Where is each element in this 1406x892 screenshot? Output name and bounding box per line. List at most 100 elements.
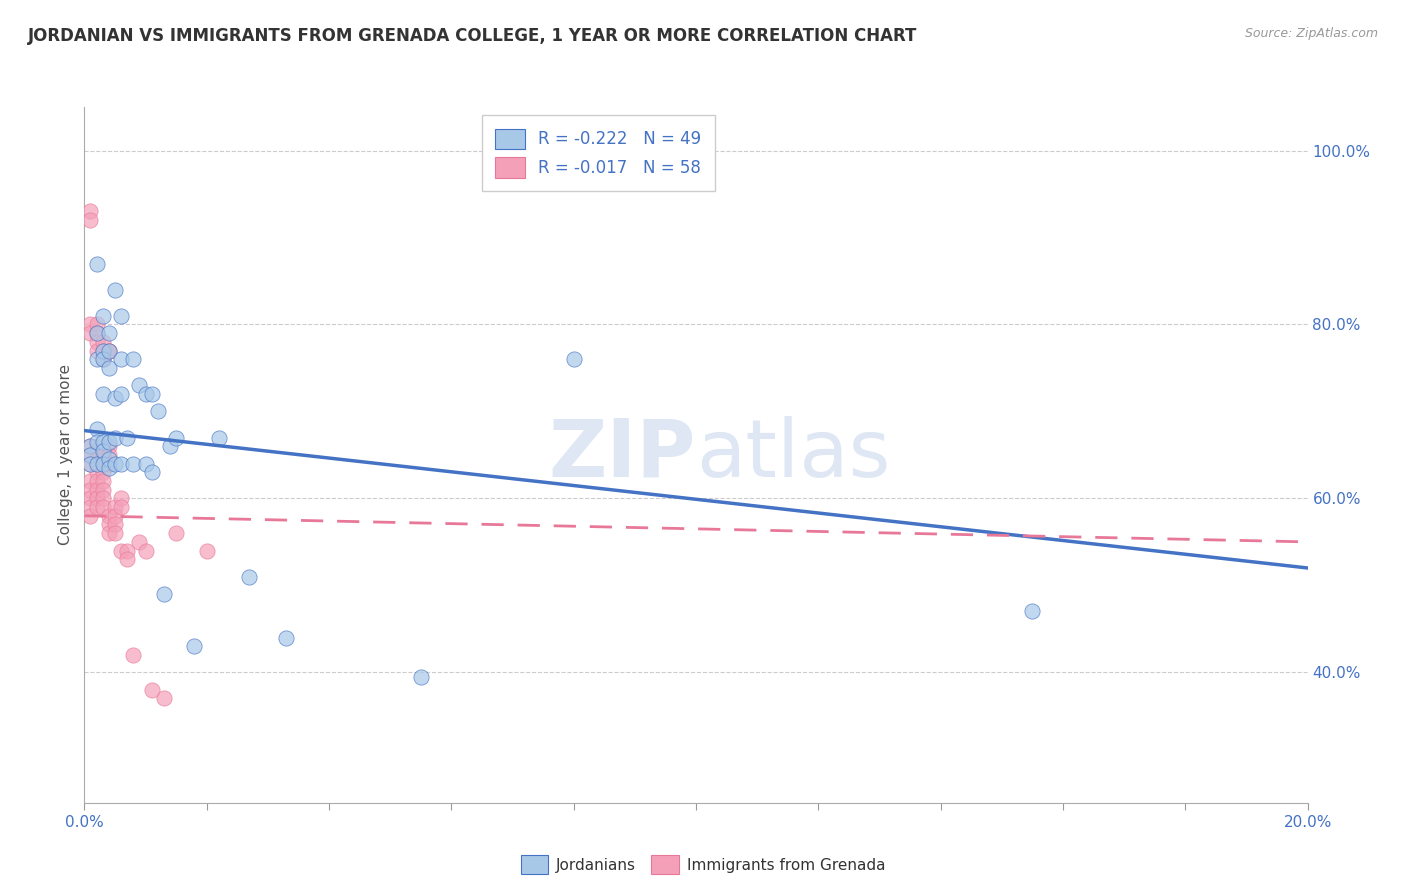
Point [79, 457, 101, 471]
Point [135, 457, 157, 471]
Point [409, 670, 432, 684]
Point [110, 491, 132, 506]
Point [238, 570, 260, 584]
Point [276, 631, 298, 645]
Point [86, 491, 108, 506]
Legend: R = -0.222   N = 49, R = -0.017   N = 58: R = -0.222 N = 49, R = -0.017 N = 58 [481, 115, 714, 191]
Point [97, 517, 120, 532]
Point [86, 474, 108, 488]
Point [79, 500, 101, 514]
Point [79, 483, 101, 497]
Point [91, 474, 114, 488]
Point [97, 360, 120, 375]
Point [97, 461, 120, 475]
Point [86, 326, 108, 340]
Point [1021, 605, 1043, 619]
Point [97, 434, 120, 449]
Point [86, 457, 108, 471]
Y-axis label: College, 1 year or more: College, 1 year or more [58, 365, 73, 545]
Point [86, 483, 108, 497]
Point [97, 448, 120, 462]
Point [104, 500, 127, 514]
Point [165, 430, 187, 444]
Point [104, 508, 127, 523]
Text: JORDANIAN VS IMMIGRANTS FROM GRENADA COLLEGE, 1 YEAR OR MORE CORRELATION CHART: JORDANIAN VS IMMIGRANTS FROM GRENADA COL… [28, 27, 918, 45]
Point [79, 439, 101, 453]
Point [115, 552, 138, 566]
Point [91, 466, 114, 480]
Point [86, 500, 108, 514]
Point [97, 343, 120, 358]
Point [91, 387, 114, 401]
Point [86, 352, 108, 367]
Point [91, 500, 114, 514]
Point [86, 422, 108, 436]
Point [79, 508, 101, 523]
Point [91, 443, 114, 458]
Point [165, 526, 187, 541]
Point [97, 343, 120, 358]
Point [91, 343, 114, 358]
Point [91, 448, 114, 462]
Point [91, 352, 114, 367]
Point [208, 430, 231, 444]
Point [97, 508, 120, 523]
Text: atlas: atlas [696, 416, 890, 494]
Point [122, 352, 145, 367]
Text: ZIP: ZIP [548, 416, 696, 494]
Point [79, 474, 101, 488]
Point [110, 352, 132, 367]
Point [110, 387, 132, 401]
Point [91, 491, 114, 506]
Text: Source: ZipAtlas.com: Source: ZipAtlas.com [1244, 27, 1378, 40]
Point [104, 430, 127, 444]
Point [91, 309, 114, 323]
Point [79, 491, 101, 506]
Point [86, 318, 108, 332]
Point [86, 326, 108, 340]
Point [115, 543, 138, 558]
Point [104, 517, 127, 532]
Point [86, 443, 108, 458]
Point [183, 639, 205, 653]
Point [79, 457, 101, 471]
Point [91, 457, 114, 471]
Point [79, 448, 101, 462]
Point [91, 457, 114, 471]
Point [141, 682, 163, 697]
Point [135, 543, 157, 558]
Point [104, 392, 127, 406]
Point [110, 500, 132, 514]
Point [79, 326, 101, 340]
Point [153, 691, 176, 706]
Point [115, 430, 138, 444]
Point [122, 648, 145, 662]
Point [86, 257, 108, 271]
Point [79, 213, 101, 227]
Point [86, 334, 108, 349]
Point [562, 352, 585, 367]
Point [79, 204, 101, 219]
Point [86, 434, 108, 449]
Point [97, 343, 120, 358]
Point [79, 448, 101, 462]
Point [91, 352, 114, 367]
Point [86, 457, 108, 471]
Point [110, 309, 132, 323]
Point [195, 543, 218, 558]
Point [97, 457, 120, 471]
Legend: Jordanians, Immigrants from Grenada: Jordanians, Immigrants from Grenada [515, 849, 891, 880]
Point [104, 457, 127, 471]
Point [97, 526, 120, 541]
Point [141, 466, 163, 480]
Point [86, 439, 108, 453]
Point [110, 457, 132, 471]
Point [91, 483, 114, 497]
Point [91, 434, 114, 449]
Point [86, 466, 108, 480]
Point [97, 452, 120, 467]
Point [153, 587, 176, 601]
Point [128, 378, 150, 392]
Point [159, 439, 181, 453]
Point [79, 439, 101, 453]
